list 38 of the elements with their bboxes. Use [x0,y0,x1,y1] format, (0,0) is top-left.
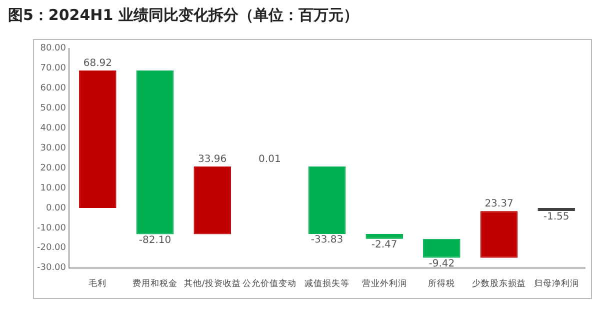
bar [423,238,460,258]
x-tick-label: 营业外利润 [362,278,407,290]
bar [136,70,174,234]
y-tick-label: -30.00 [36,263,66,274]
y-tick-label: 30.00 [40,143,66,154]
data-label: -82.10 [138,234,172,246]
y-tick-label: 60.00 [40,84,66,94]
data-label: 33.96 [198,154,227,166]
y-tick-label: 40.00 [40,124,66,134]
x-tick-label: 费用和税金 [132,278,178,290]
x-tick-label: 所得税 [428,278,456,290]
bar [366,234,403,239]
bar [79,70,116,208]
y-tick-label: 80.00 [40,44,66,54]
x-tick-label: 公允价值变动 [242,278,297,290]
y-tick-label: 50.00 [40,104,66,114]
x-tick-label: 其他/投资收益 [184,278,241,290]
data-label: -2.47 [371,239,398,250]
bar [194,166,231,234]
data-label: -33.83 [310,234,344,246]
data-label: 0.01 [258,154,281,166]
data-label: -9.42 [428,258,455,270]
data-label: 68.92 [83,58,112,70]
bar [480,211,518,258]
chart-title: 图5：2024H1 业绩同比变化拆分（单位：百万元） [8,6,358,25]
x-tick-label: 少数股东损益 [472,278,526,290]
x-tick-label: 减值损失等 [304,278,350,290]
x-tick-label: 归母净利润 [534,278,579,290]
data-label: -1.55 [543,212,570,223]
x-tick-label: 毛利 [88,278,107,290]
y-tick-label: 10.00 [40,183,66,194]
y-tick-label: -20.00 [36,243,66,254]
y-tick-label: 0.00 [46,203,66,214]
data-label: 23.37 [484,198,514,210]
y-tick-label: -10.00 [36,223,66,234]
y-tick-label: 70.00 [40,64,66,74]
y-tick-label: 20.00 [40,163,66,174]
bar [308,166,346,234]
